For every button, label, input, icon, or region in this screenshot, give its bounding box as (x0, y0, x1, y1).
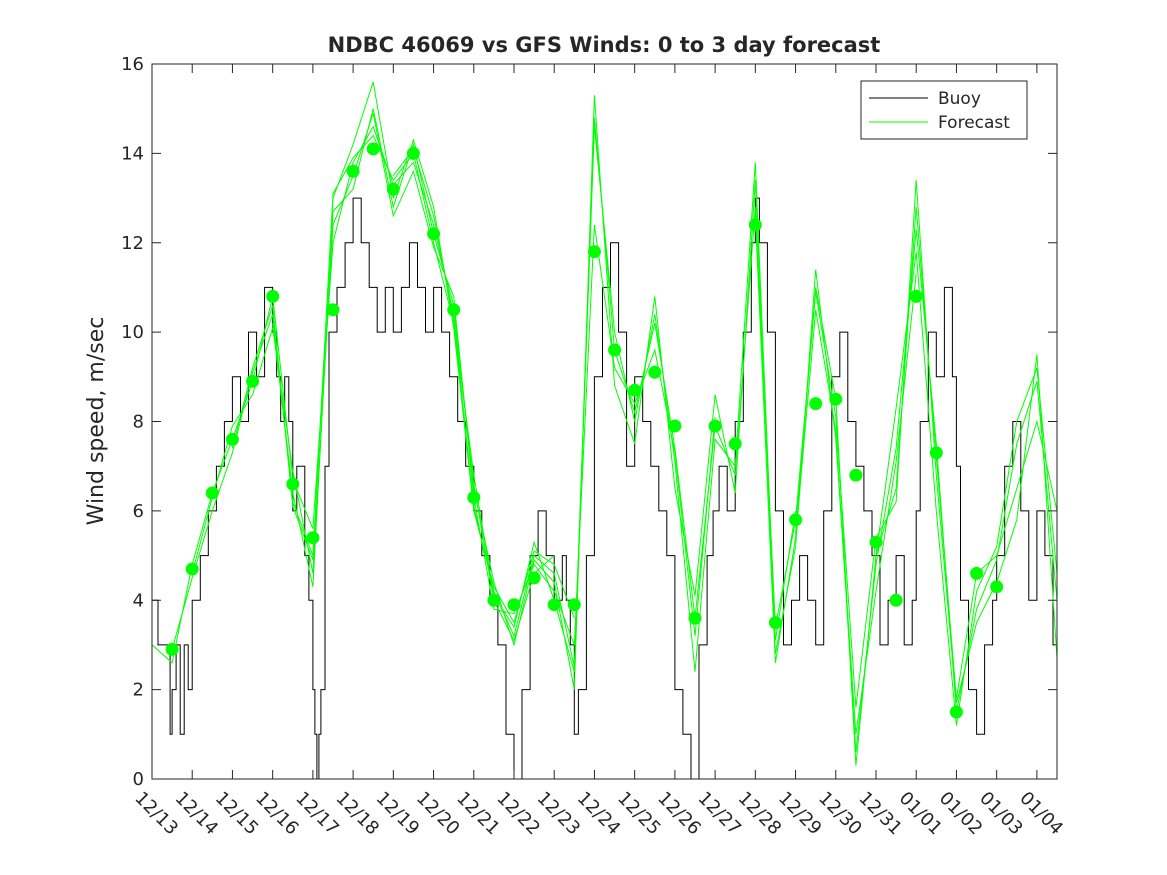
y-axis-label: Wind speed, m/sec (84, 317, 109, 526)
forecast-marker (507, 598, 521, 612)
forecast-marker (748, 218, 762, 232)
forecast-marker (185, 562, 199, 576)
legend: Buoy Forecast (860, 80, 1028, 140)
forecast-marker (567, 598, 581, 612)
forecast-marker (688, 611, 702, 625)
forecast-marker (829, 392, 843, 406)
forecast-marker (849, 468, 863, 482)
forecast-marker (668, 419, 682, 433)
forecast-marker (708, 419, 722, 433)
legend-forecast-label: Forecast (938, 113, 1010, 133)
forecast-marker (346, 164, 360, 178)
forecast-marker (266, 289, 280, 303)
forecast-marker (326, 303, 340, 317)
forecast-marker (205, 486, 219, 500)
forecast-line-8 (795, 251, 1058, 766)
plot-area (152, 64, 1057, 779)
forecast-marker (225, 432, 239, 446)
y-tick-label: 16 (121, 54, 144, 75)
forecast-series-group (151, 81, 1058, 766)
forecast-marker (527, 571, 541, 585)
forecast-marker (929, 446, 943, 460)
y-tick-label: 2 (133, 680, 144, 701)
chart-title: NDBC 46069 vs GFS Winds: 0 to 3 day fore… (328, 33, 881, 57)
y-axis-ticks: 0 2 4 6 8 10 12 14 16 (121, 54, 1057, 790)
forecast-marker (648, 365, 662, 379)
forecast-marker (628, 383, 642, 397)
forecast-marker (547, 598, 561, 612)
y-tick-label: 10 (121, 322, 144, 343)
forecast-marker (487, 593, 501, 607)
forecast-marker (447, 303, 461, 317)
forecast-line-7 (754, 215, 1058, 753)
forecast-markers (165, 142, 1004, 719)
forecast-marker (789, 513, 803, 527)
forecast-line-5 (272, 95, 917, 735)
forecast-line-9 (875, 206, 1058, 699)
forecast-marker (386, 182, 400, 196)
forecast-marker (970, 566, 984, 580)
y-tick-label: 8 (133, 412, 144, 433)
forecast-marker (608, 343, 622, 357)
y-tick-label: 0 (133, 769, 144, 790)
forecast-line-4 (231, 126, 797, 672)
forecast-marker (406, 146, 420, 160)
forecast-marker (587, 245, 601, 259)
forecast-marker (768, 616, 782, 630)
y-tick-label: 4 (133, 590, 144, 611)
forecast-marker (869, 535, 883, 549)
forecast-marker (427, 227, 441, 241)
forecast-marker (809, 397, 823, 411)
forecast-marker (949, 705, 963, 719)
forecast-marker (889, 593, 903, 607)
forecast-marker (728, 437, 742, 451)
forecast-line-2 (171, 81, 575, 650)
forecast-marker (246, 374, 260, 388)
forecast-marker (366, 142, 380, 156)
y-tick-label: 14 (121, 143, 144, 164)
forecast-marker (467, 491, 481, 504)
y-tick-label: 6 (133, 501, 144, 522)
forecast-marker (909, 289, 923, 303)
forecast-marker (990, 580, 1004, 594)
legend-buoy-label: Buoy (938, 89, 981, 109)
forecast-line-6 (392, 117, 1058, 708)
forecast-marker (286, 477, 300, 491)
y-tick-label: 12 (121, 233, 144, 254)
legend-box (860, 80, 1028, 140)
forecast-marker (306, 531, 320, 545)
forecast-marker (165, 642, 179, 656)
